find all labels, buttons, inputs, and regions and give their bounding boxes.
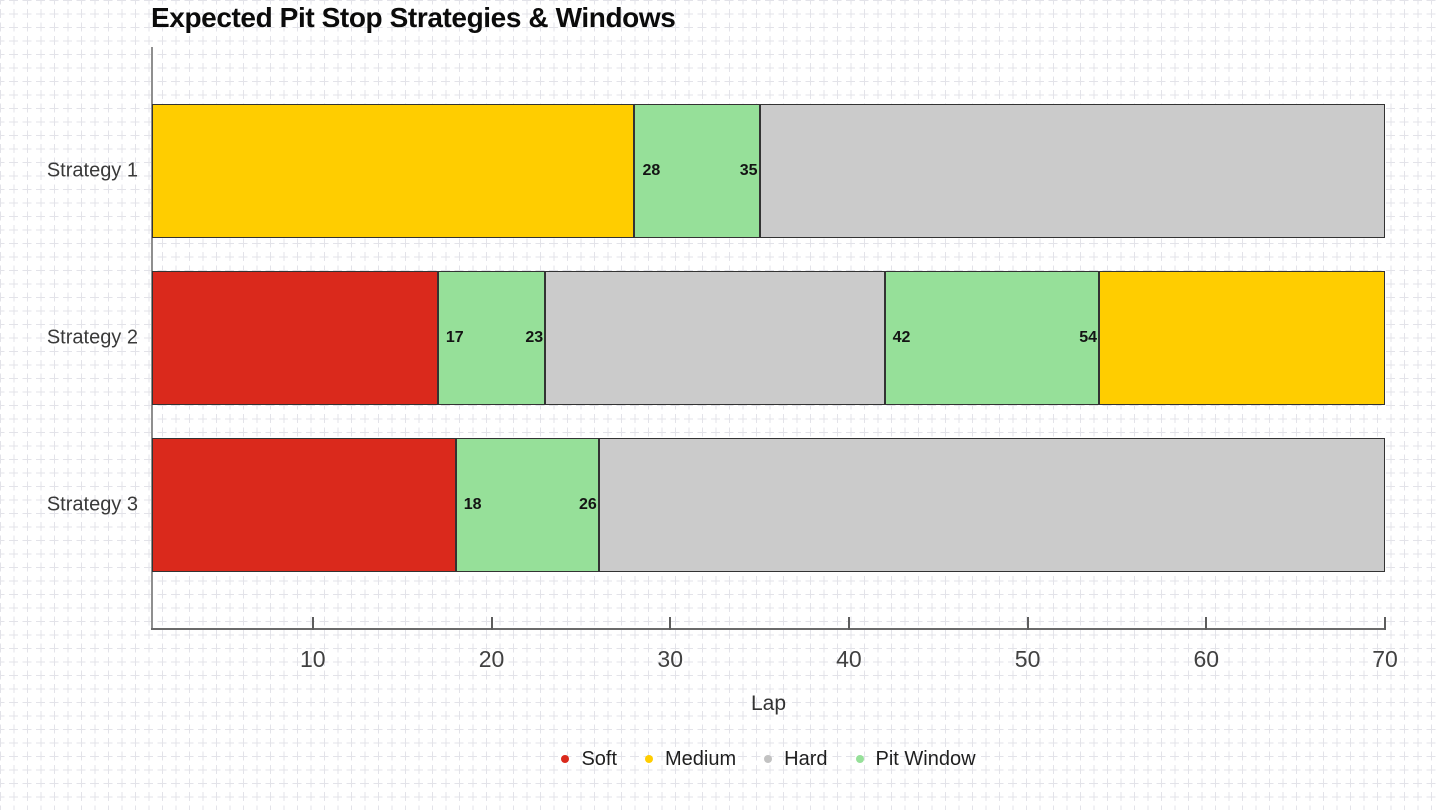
bar-segment-pit-window: 28 35 [634, 104, 760, 238]
legend-item-medium: Medium [645, 748, 736, 771]
x-axis-tick [1384, 617, 1386, 630]
bar-segment-pit-window: 17 23 [437, 271, 546, 405]
x-axis-tick-label: 20 [478, 646, 505, 672]
y-axis-label-strategy-2: Strategy 2 [46, 326, 138, 349]
legend-dot-icon [561, 755, 570, 763]
legend-dot-icon [764, 755, 773, 763]
bar-segment-pit-window: 18 26 [455, 438, 599, 572]
bar-row-strategy-1: 28 35 [152, 104, 1385, 238]
x-axis-tick-label: 10 [300, 646, 326, 672]
x-axis-tick [490, 617, 493, 630]
x-axis-tick [1205, 617, 1208, 630]
pit-window-end-label: 54 [1079, 329, 1098, 346]
x-axis-tick-label: 60 [1193, 646, 1220, 672]
x-axis-tick [669, 617, 672, 630]
pit-window-end-label: 26 [578, 496, 597, 513]
pit-window-end-label: 23 [525, 329, 544, 346]
legend-label: Medium [665, 747, 737, 770]
bar-segment-medium [152, 104, 635, 238]
pit-window-start-label: 28 [642, 162, 661, 179]
legend-item-pit-window: Pit Window [855, 747, 976, 771]
y-axis-label-strategy-1: Strategy 1 [46, 159, 138, 182]
bar-segment-pit-window: 42 54 [884, 271, 1100, 405]
bar-segment-hard [598, 438, 1385, 572]
x-axis-tick-label: 70 [1372, 646, 1398, 672]
chart-title: Expected Pit Stop Strategies & Windows [151, 2, 676, 33]
legend-label: Pit Window [875, 747, 976, 770]
x-axis-tick [1026, 617, 1029, 630]
pit-window-start-label: 42 [892, 329, 911, 346]
legend-label: Soft [581, 747, 618, 770]
x-axis-tick-label: 30 [657, 646, 683, 672]
legend-dot-icon [855, 755, 864, 763]
pit-window-end-label: 35 [739, 162, 758, 179]
y-axis-label-strategy-3: Strategy 3 [46, 493, 138, 516]
legend-dot-icon [645, 755, 654, 763]
bar-segment-soft [152, 438, 456, 572]
bar-segment-soft [152, 271, 438, 405]
bar-segment-hard [545, 271, 885, 405]
x-axis-tick [847, 617, 850, 630]
plot-area: 28 35 17 23 42 54 18 26 10 20 30 40 50 60 70 Lap [151, 47, 1398, 715]
x-axis-tick-label: 40 [836, 646, 862, 672]
bar-row-strategy-3: 18 26 [152, 438, 1385, 572]
pit-window-start-label: 18 [463, 496, 482, 513]
legend: Soft Medium Hard Pit Window [152, 744, 1385, 774]
pit-window-start-label: 17 [445, 329, 464, 346]
x-axis-tick-label: 50 [1014, 646, 1041, 672]
legend-item-soft: Soft [561, 748, 617, 771]
bar-segment-hard [759, 104, 1385, 238]
x-axis-tick [311, 617, 314, 630]
bar-segment-medium [1099, 271, 1385, 405]
x-axis-line [151, 628, 1385, 630]
legend-item-hard: Hard [764, 747, 828, 771]
x-axis-title: Lap [750, 692, 787, 715]
legend-label: Hard [784, 747, 828, 770]
bar-row-strategy-2: 17 23 42 54 [152, 271, 1385, 405]
